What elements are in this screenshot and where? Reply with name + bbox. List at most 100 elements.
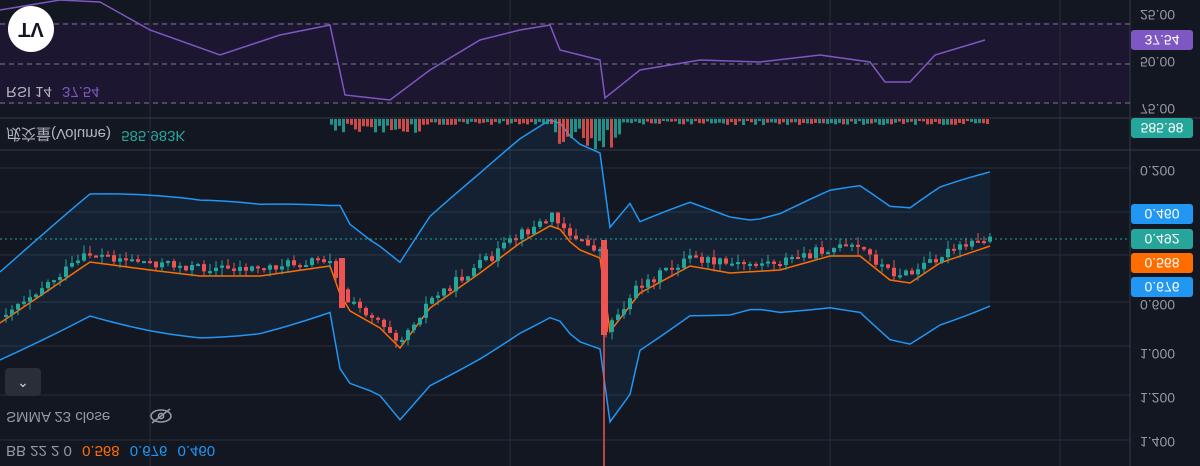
- bb-legend-basis: 0.568: [82, 442, 120, 459]
- candle-body: [544, 221, 548, 224]
- candle-body: [448, 288, 452, 291]
- candle-body: [46, 281, 50, 289]
- volume-bar: [782, 119, 785, 123]
- eye-off-icon[interactable]: [148, 408, 174, 424]
- volume-bar: [602, 119, 605, 148]
- volume-bar: [886, 119, 889, 124]
- candle-body: [298, 265, 302, 268]
- volume-bar: [626, 119, 629, 123]
- candle-body: [292, 260, 296, 266]
- candle-body: [28, 297, 32, 302]
- candle-body: [280, 266, 284, 270]
- candle-body: [964, 244, 968, 247]
- volume-bar: [906, 119, 909, 123]
- candle-body: [478, 260, 482, 269]
- volume-bar: [622, 119, 625, 123]
- candle-body: [808, 253, 812, 259]
- volume-bar: [826, 119, 829, 124]
- volume-legend: 成交量(Volume) 585.983K: [6, 124, 191, 145]
- candle-body: [706, 257, 710, 263]
- volume-bar: [834, 119, 837, 125]
- candle-body: [370, 315, 374, 318]
- candle-body: [778, 263, 782, 266]
- volume-bar: [898, 119, 901, 122]
- volume-bar: [362, 119, 365, 127]
- volume-bar: [798, 119, 801, 125]
- volume-bar: [514, 119, 517, 122]
- volume-bar: [970, 119, 973, 122]
- volume-bar: [630, 119, 633, 124]
- volume-bar: [814, 119, 817, 123]
- candle-body: [124, 258, 128, 261]
- volume-bar: [678, 119, 681, 125]
- candle-body: [339, 258, 345, 308]
- volume-bar: [550, 119, 553, 125]
- volume-bar: [686, 119, 689, 122]
- candle-body: [142, 261, 146, 264]
- price-axis-label: 0.600: [1140, 297, 1176, 313]
- candle-body: [16, 303, 20, 310]
- candle-body: [862, 247, 866, 250]
- candle-body: [610, 320, 614, 332]
- bb-legend: BB 22 2 0 0.568 0.676 0.460: [6, 442, 221, 459]
- candle-body: [742, 262, 746, 265]
- bb-basis-line: [0, 225, 991, 350]
- volume-bar: [950, 119, 953, 125]
- volume-bar: [658, 119, 661, 124]
- candle-body: [754, 263, 758, 266]
- volume-bar: [454, 119, 457, 125]
- candle-body: [718, 258, 722, 265]
- candle-body: [394, 332, 398, 341]
- volume-bar: [786, 119, 789, 125]
- volume-bar: [978, 119, 981, 124]
- volume-bar: [562, 119, 565, 142]
- candle-body: [388, 327, 392, 333]
- candle-body: [364, 307, 368, 316]
- candle-body: [172, 261, 176, 268]
- volume-bar: [458, 119, 461, 122]
- volume-bar: [642, 119, 645, 125]
- volume-bar: [666, 119, 669, 122]
- price-axis-label: 1.200: [1140, 390, 1176, 406]
- candle-body: [10, 309, 14, 315]
- volume-bar: [594, 119, 597, 150]
- candle-body: [94, 255, 98, 258]
- collapse-legend-button[interactable]: ⌄: [5, 368, 41, 396]
- candle-body: [622, 309, 626, 315]
- volume-bar: [646, 119, 649, 122]
- candle-body: [646, 279, 650, 288]
- volume-bar: [718, 119, 721, 123]
- volume-bar: [722, 119, 725, 124]
- candle-body: [784, 257, 788, 266]
- volume-bar: [498, 119, 501, 124]
- candle-body: [490, 256, 494, 261]
- volume-bar: [482, 119, 485, 123]
- volume-bar: [670, 119, 673, 122]
- volume-bar: [466, 119, 469, 124]
- rsi-legend-value: 37.54: [62, 83, 100, 100]
- volume-bar: [838, 119, 841, 123]
- candle-body: [418, 317, 422, 325]
- candle-body: [358, 301, 362, 308]
- candle-body: [790, 256, 794, 259]
- candle-body: [100, 254, 104, 257]
- candle-body: [844, 244, 848, 247]
- volume-bar: [694, 119, 697, 122]
- tradingview-logo-icon[interactable]: TV: [8, 6, 54, 52]
- volume-bar: [586, 119, 589, 146]
- candle-body: [652, 279, 656, 283]
- candle-body: [214, 267, 218, 272]
- volume-bar: [866, 119, 869, 124]
- volume-bar: [698, 119, 701, 124]
- volume-bar: [730, 119, 733, 123]
- volume-bar: [474, 119, 477, 123]
- candle-body: [70, 263, 74, 267]
- volume-bar: [706, 119, 709, 122]
- candle-body: [40, 288, 44, 295]
- volume-bar: [510, 119, 513, 124]
- volume-bar: [598, 119, 601, 141]
- volume-bar: [438, 119, 441, 125]
- volume-bar: [734, 119, 737, 125]
